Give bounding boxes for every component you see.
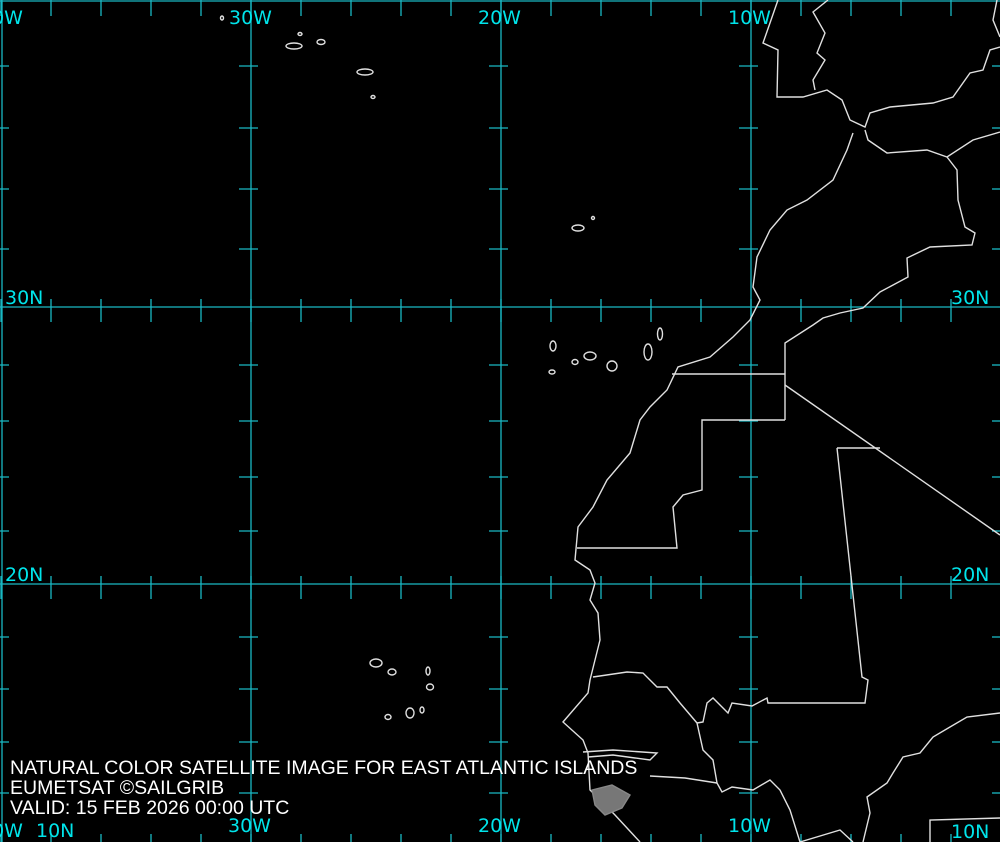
lat-label-left-30n: 30N <box>5 287 44 309</box>
coastline-segment <box>592 671 801 842</box>
coastal-islands-area <box>591 784 631 816</box>
island-outline <box>571 224 585 232</box>
coastline-segment <box>762 0 1000 128</box>
lon-label-top-30w: 30W <box>229 7 272 29</box>
lat-label-right-20n: 20N <box>951 564 990 586</box>
coastline-segment <box>864 129 1000 158</box>
island-outline <box>219 15 225 21</box>
coastline-segment <box>799 829 854 842</box>
coastline-segment <box>649 775 718 784</box>
coastline-segment <box>562 132 854 842</box>
lon-label-top-40w: 40W <box>0 7 23 29</box>
lat-label-left-20n: 20N <box>5 564 44 586</box>
island-outline <box>643 343 653 361</box>
image-credit: EUMETSAT ©SAILGRIB <box>10 777 225 799</box>
coastlines-borders <box>219 0 1000 842</box>
island-outline <box>425 666 431 676</box>
lon-label-bottom-20w: 20W <box>478 815 521 837</box>
island-outline <box>656 327 664 341</box>
island-outline <box>387 668 397 676</box>
island-outline <box>384 713 392 721</box>
coastline-segment <box>812 0 829 91</box>
coastline-segment <box>696 447 869 724</box>
lat-label-right-10n: 10N <box>951 821 990 842</box>
coastline-segment <box>784 156 976 420</box>
lon-label-top-10w: 10W <box>728 7 771 29</box>
island-outline <box>549 340 557 352</box>
island-outline <box>419 706 425 714</box>
island-outline <box>606 360 618 372</box>
island-outline <box>356 68 374 76</box>
lat-label-right-30n: 30N <box>951 287 990 309</box>
island-outline <box>405 707 415 719</box>
island-outline <box>571 358 579 366</box>
coastline-segment <box>582 749 659 761</box>
island-outline <box>369 658 383 668</box>
island-outline <box>297 31 303 37</box>
coastline-segment <box>577 419 785 549</box>
lat-label-left-10n: 10N <box>36 820 75 842</box>
island-outline <box>370 94 376 100</box>
island-outline <box>316 38 326 46</box>
coastline-segment <box>992 0 1000 38</box>
island-outline <box>425 683 435 691</box>
lon-label-bottom-40w: 40W <box>0 820 23 842</box>
valid-time: VALID: 15 FEB 2026 00:00 UTC <box>10 797 290 819</box>
lon-label-bottom-30w: 30W <box>228 815 271 837</box>
image-title: NATURAL COLOR SATELLITE IMAGE FOR EAST A… <box>10 757 638 779</box>
lon-label-bottom-10w: 10W <box>728 815 771 837</box>
coastline-segment <box>929 817 1000 842</box>
lon-label-top-20w: 20W <box>478 7 521 29</box>
island-outline <box>285 42 303 50</box>
coastline-segment <box>862 712 1000 842</box>
island-outline <box>590 215 596 221</box>
island-outline <box>548 369 556 375</box>
island-outline <box>583 351 597 361</box>
coastline-segment <box>784 384 1000 536</box>
